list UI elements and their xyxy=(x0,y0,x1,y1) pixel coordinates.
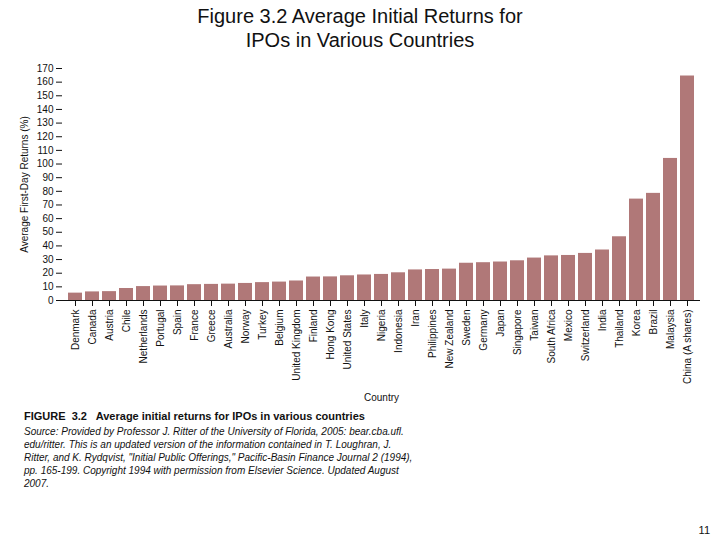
svg-text:Iran: Iran xyxy=(410,310,421,327)
svg-text:50: 50 xyxy=(42,226,54,237)
svg-text:Portugal: Portugal xyxy=(155,310,166,347)
svg-text:France: France xyxy=(189,309,200,341)
svg-text:Germany: Germany xyxy=(478,310,489,351)
html-text:IPOs in Various Countries: IPOs in Various Countries xyxy=(245,29,475,51)
svg-text:Brazil: Brazil xyxy=(648,310,659,335)
svg-text:40: 40 xyxy=(42,240,54,251)
svg-text:Italy: Italy xyxy=(359,310,370,328)
svg-text:Nigeria: Nigeria xyxy=(376,309,387,341)
svg-text:60: 60 xyxy=(42,213,54,224)
html-text:Figure 3.2 Average Initial Ret: Figure 3.2 Average Initial Returns for xyxy=(197,5,523,27)
svg-text:Country: Country xyxy=(364,392,399,403)
svg-text:90: 90 xyxy=(42,172,54,183)
svg-text:Finland: Finland xyxy=(308,310,319,343)
svg-text:South Africa: South Africa xyxy=(546,309,557,363)
svg-text:110: 110 xyxy=(38,145,54,156)
svg-text:140: 140 xyxy=(37,104,54,115)
svg-text:Chile: Chile xyxy=(121,309,132,332)
svg-text:Mexico: Mexico xyxy=(563,309,574,341)
svg-text:United States: United States xyxy=(342,310,353,370)
svg-text:Japan: Japan xyxy=(495,310,506,337)
svg-text:Hong Kong: Hong Kong xyxy=(325,310,336,360)
svg-text:Canada: Canada xyxy=(87,309,98,344)
svg-text:China (A shares): China (A shares) xyxy=(682,310,693,384)
svg-text:Thailand: Thailand xyxy=(614,310,625,348)
svg-text:India: India xyxy=(597,309,608,331)
svg-text:Denmark: Denmark xyxy=(70,309,81,351)
svg-text:Netherlands: Netherlands xyxy=(138,310,149,364)
svg-text:0: 0 xyxy=(48,295,54,306)
svg-text:160: 160 xyxy=(37,76,54,87)
svg-text:Singapore: Singapore xyxy=(512,309,523,355)
svg-text:100: 100 xyxy=(37,158,54,169)
svg-text:Philippines: Philippines xyxy=(427,310,438,358)
svg-text:Sweden: Sweden xyxy=(461,310,472,346)
svg-text:120: 120 xyxy=(37,131,54,142)
svg-text:Malaysia: Malaysia xyxy=(665,309,676,349)
svg-text:Korea: Korea xyxy=(631,309,642,336)
svg-text:20: 20 xyxy=(42,267,54,278)
html-text:11: 11 xyxy=(698,524,710,536)
svg-text:Indonesia: Indonesia xyxy=(393,309,404,353)
svg-text:Average First-Day Returns (%): Average First-Day Returns (%) xyxy=(19,116,30,253)
svg-text:Switzerland: Switzerland xyxy=(580,310,591,362)
svg-text:Turkey: Turkey xyxy=(257,310,268,340)
html-text:FIGURE 3.2 Average initial ret: FIGURE 3.2 Average initial returns for I… xyxy=(24,410,365,422)
svg-text:Australia: Australia xyxy=(223,309,234,348)
svg-text:70: 70 xyxy=(42,199,54,210)
svg-text:170: 170 xyxy=(37,63,54,74)
svg-text:Belgium: Belgium xyxy=(274,310,285,346)
svg-text:United Kingdom: United Kingdom xyxy=(291,310,302,381)
svg-text:Austria: Austria xyxy=(104,309,115,341)
svg-text:10: 10 xyxy=(42,281,54,292)
svg-text:150: 150 xyxy=(37,90,54,101)
svg-text:30: 30 xyxy=(42,254,54,265)
svg-text:130: 130 xyxy=(37,117,54,128)
svg-text:80: 80 xyxy=(42,186,54,197)
svg-text:Greece: Greece xyxy=(206,309,217,342)
svg-text:Norway: Norway xyxy=(240,310,251,344)
svg-text:New Zealand: New Zealand xyxy=(444,310,455,369)
svg-text:Spain: Spain xyxy=(172,310,183,336)
svg-text:Taiwan: Taiwan xyxy=(529,310,540,341)
html-text:Source: Provided by Professor: Source: Provided by Professor J. Ritter … xyxy=(24,426,413,489)
